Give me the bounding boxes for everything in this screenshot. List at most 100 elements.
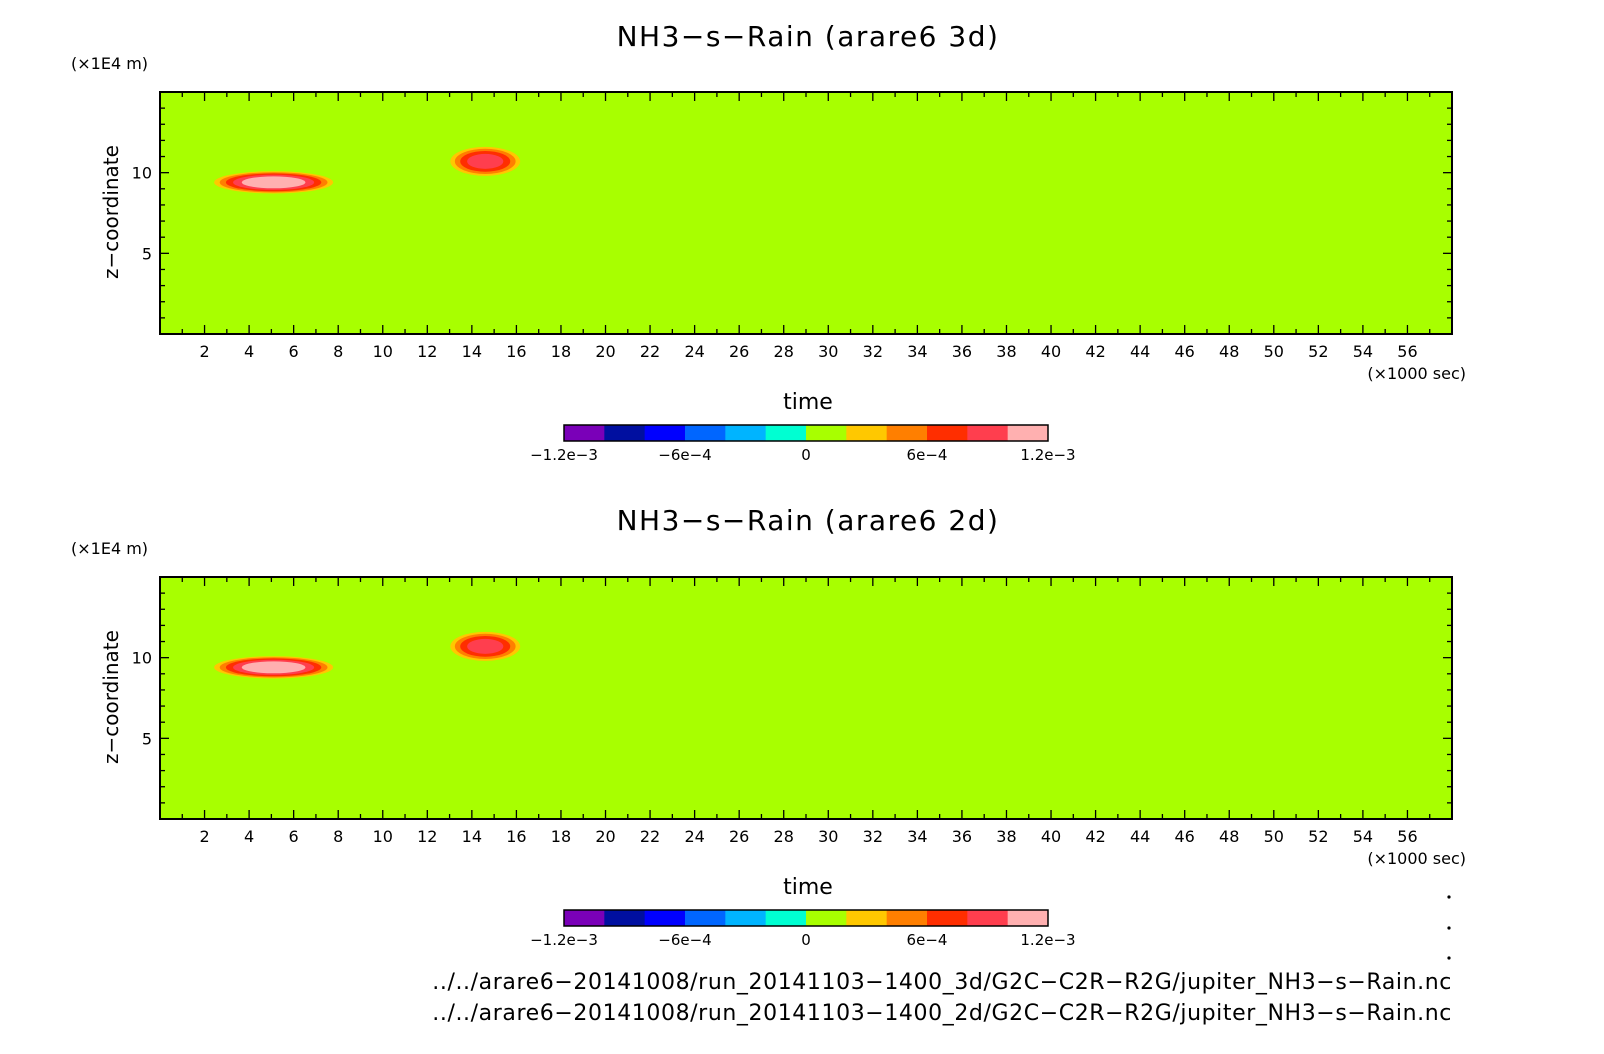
colorbar-swatch [644, 910, 686, 926]
x-tick-label: 2 [199, 827, 209, 846]
colorbar-tick-label: 6e−4 [907, 446, 948, 464]
x-tick-label: 56 [1397, 827, 1417, 846]
x-tick-label: 16 [506, 342, 526, 361]
x-tick-label: 24 [684, 342, 704, 361]
y-tick-label: 5 [142, 244, 152, 263]
x-tick-label: 40 [1041, 342, 1061, 361]
x-tick-label: 30 [818, 342, 838, 361]
x-tick-label: 4 [244, 827, 254, 846]
colorbar-swatch [886, 425, 928, 441]
panel-2d: NH3−s−Rain (arare6 2d) (×1E4 m) z−coordi… [71, 504, 1466, 900]
x-tick-label: 10 [373, 827, 393, 846]
colorbar-swatch [806, 425, 847, 441]
colorbar-swatch [1007, 425, 1049, 441]
x-tick-label: 10 [373, 342, 393, 361]
colorbar-tick-label: 1.2e−3 [1020, 446, 1075, 464]
colorbar-tick-label: 6e−4 [907, 931, 948, 949]
x-tick-label: 50 [1264, 342, 1284, 361]
x-tick-label: 2 [199, 342, 209, 361]
x-tick-label: 38 [996, 342, 1016, 361]
x-tick-label: 8 [333, 342, 343, 361]
colorbar-swatch [685, 425, 726, 441]
x-tick-label: 12 [417, 827, 437, 846]
colorbar-swatch [564, 425, 605, 441]
colorbar-swatch [765, 910, 807, 926]
x-tick-label: 18 [551, 827, 571, 846]
contour-level [241, 661, 306, 674]
x-tick-label: 54 [1353, 342, 1373, 361]
x-tick-label: 24 [684, 827, 704, 846]
colorbar-tick-label: −1.2e−3 [530, 931, 598, 949]
x-tick-label: 20 [595, 342, 615, 361]
x-unit-label: (×1000 sec) [1367, 849, 1466, 868]
colorbar-frame [563, 424, 1049, 442]
x-tick-label: 54 [1353, 827, 1373, 846]
x-tick-label: 44 [1130, 827, 1150, 846]
colorbar-swatch [725, 425, 767, 441]
x-tick-label: 26 [729, 342, 749, 361]
x-tick-label: 6 [289, 342, 299, 361]
colorbar-swatch [564, 910, 605, 926]
contour-field [214, 146, 521, 194]
x-tick-label: 52 [1308, 827, 1328, 846]
colorbar-tick-label: −6e−4 [658, 931, 711, 949]
x-tick-label: 22 [640, 827, 660, 846]
x-tick-label: 50 [1264, 827, 1284, 846]
x-tick-label: 56 [1397, 342, 1417, 361]
x-tick-label: 6 [289, 827, 299, 846]
colorbar-tick-label: 0 [801, 446, 811, 464]
x-tick-label: 44 [1130, 342, 1150, 361]
colorbar-swatch [806, 910, 847, 926]
x-unit-label: (×1000 sec) [1367, 364, 1466, 383]
x-tick-label: 18 [551, 342, 571, 361]
colorbar-swatch [685, 910, 726, 926]
y-axis-label: z−coordinate [99, 145, 123, 279]
x-tick-label: 48 [1219, 342, 1239, 361]
y-tick-label: 10 [132, 164, 152, 183]
colorbar-swatch [927, 910, 968, 926]
x-tick-label: 34 [907, 827, 927, 846]
contour-level [467, 153, 504, 169]
colorbar-swatch [1007, 910, 1049, 926]
x-tick-label: 26 [729, 827, 749, 846]
x-tick-label: 34 [907, 342, 927, 361]
colorbar-2d: −1.2e−3 −6e−4 0 6e−4 1.2e−3 [530, 909, 1076, 949]
footer-path-2d: ../../arare6−20141008/run_20141103−1400_… [432, 1001, 1452, 1026]
colorbar-swatch [846, 425, 888, 441]
x-tick-label: 40 [1041, 827, 1061, 846]
x-tick-label: 12 [417, 342, 437, 361]
x-axis-label: time [783, 875, 833, 900]
colorbar-swatch [886, 910, 928, 926]
colorbar-swatch [765, 425, 807, 441]
x-tick-label: 46 [1175, 827, 1195, 846]
x-tick-label: 14 [462, 342, 482, 361]
x-tick-label: 36 [952, 342, 972, 361]
y-unit-label: (×1E4 m) [71, 539, 148, 558]
x-tick-label: 30 [818, 827, 838, 846]
x-tick-label: 32 [863, 827, 883, 846]
x-tick-label: 52 [1308, 342, 1328, 361]
colorbar-frame [563, 909, 1049, 927]
x-tick-label: 4 [244, 342, 254, 361]
x-tick-label: 22 [640, 342, 660, 361]
colorbar-swatch [927, 425, 968, 441]
contour-level [241, 176, 306, 189]
colorbar-swatch [604, 910, 646, 926]
colorbar-swatch [604, 425, 646, 441]
x-tick-label: 14 [462, 827, 482, 846]
colorbar-tick-label: 0 [801, 931, 811, 949]
y-unit-label: (×1E4 m) [71, 54, 148, 73]
colorbar-tick-label: −1.2e−3 [530, 446, 598, 464]
x-tick-label: 42 [1085, 827, 1105, 846]
colorbar-tick-label: −6e−4 [658, 446, 711, 464]
y-axis-label: z−coordinate [99, 630, 123, 764]
colorbar-tick-label: 1.2e−3 [1020, 931, 1075, 949]
chart-title: NH3−s−Rain (arare6 2d) [617, 504, 1000, 537]
footer-path-3d: ../../arare6−20141008/run_20141103−1400_… [432, 970, 1452, 995]
field-background [160, 577, 1452, 819]
colorbar-3d: −1.2e−3 −6e−4 0 6e−4 1.2e−3 [530, 424, 1076, 464]
x-tick-label: 42 [1085, 342, 1105, 361]
x-tick-label: 36 [952, 827, 972, 846]
y-tick-label: 5 [142, 729, 152, 748]
